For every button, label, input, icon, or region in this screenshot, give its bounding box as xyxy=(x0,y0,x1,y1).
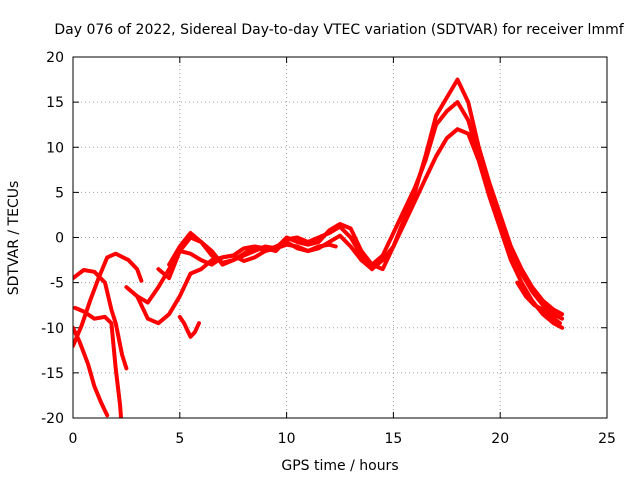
y-tick-label: 15 xyxy=(46,95,64,111)
x-tick-label: 15 xyxy=(384,431,402,447)
axis-ticks: 0 5 10 15 20 25 -20 -15 -10 -5 0 5 10 15 20 xyxy=(41,50,616,447)
x-tick-label: 25 xyxy=(598,431,616,447)
y-tick-label: 20 xyxy=(46,50,64,66)
y-tick-label: -10 xyxy=(41,321,64,337)
series-line-arc-3 xyxy=(73,268,129,371)
series-line-arc-10 xyxy=(359,100,565,321)
y-tick-label: -15 xyxy=(41,366,64,382)
x-tick-label: 20 xyxy=(491,431,509,447)
series-line-arc-1 xyxy=(73,325,110,418)
y-tick-label: -20 xyxy=(41,411,64,427)
x-tick-label: 5 xyxy=(175,431,184,447)
series-line-arc-12 xyxy=(515,280,562,326)
chart-title: Day 076 of 2022, Sidereal Day-to-day VTE… xyxy=(54,22,624,38)
x-tick-label: 0 xyxy=(69,431,78,447)
x-axis-label: GPS time / hours xyxy=(281,458,398,474)
series-line-arc-9 xyxy=(156,77,565,317)
y-tick-label: -5 xyxy=(50,276,64,292)
x-tick-label: 10 xyxy=(278,431,296,447)
series-line-arc-8 xyxy=(177,314,201,339)
plot-frame xyxy=(72,56,608,419)
y-tick-label: 5 xyxy=(55,185,64,201)
series-group xyxy=(73,77,565,418)
y-axis-label: SDTVAR / TECUs xyxy=(6,181,22,296)
y-tick-label: 0 xyxy=(55,231,64,247)
y-tick-label: 10 xyxy=(46,140,64,156)
series-line-arc-4 xyxy=(73,251,144,348)
series-line-arc-11 xyxy=(370,127,565,330)
